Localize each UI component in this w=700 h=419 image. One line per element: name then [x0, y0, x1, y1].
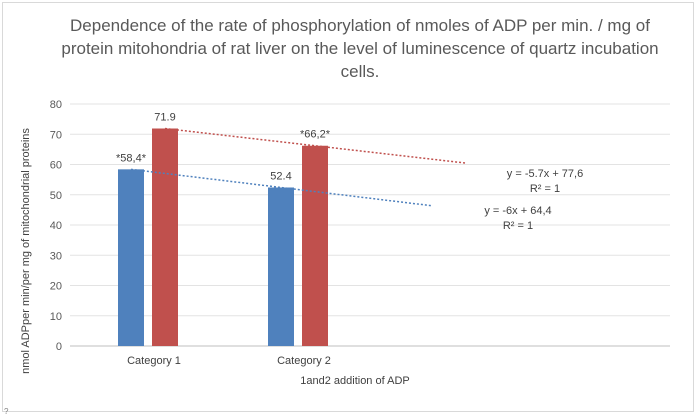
y-tick-label: 70 [50, 129, 62, 141]
bar [152, 128, 178, 346]
y-tick-label: 10 [50, 311, 62, 323]
y-tick-label: 80 [50, 99, 62, 111]
bar [268, 187, 294, 346]
x-tick-label: Category 1 [127, 355, 181, 367]
trendline-equation: y = -5.7x + 77,6 [507, 168, 583, 180]
trendline-r2: R² = 1 [530, 183, 560, 195]
data-label: 52.4 [270, 170, 291, 182]
y-tick-label: 20 [50, 281, 62, 293]
trendline-r2: R² = 1 [503, 220, 533, 232]
y-tick-label: 50 [50, 190, 62, 202]
y-tick-label: 0 [56, 341, 62, 353]
trendline-equation: y = -6x + 64,4 [484, 205, 551, 217]
y-tick-label: 30 [50, 250, 62, 262]
stray-mark: ? [4, 407, 9, 416]
y-tick-label: 40 [50, 220, 62, 232]
chart-title: Dependence of the rate of phosphorylatio… [61, 16, 659, 81]
data-label: 71.9 [154, 112, 175, 124]
data-label: *58,4* [116, 152, 147, 164]
bar [118, 169, 144, 346]
x-tick-label: Category 2 [277, 355, 331, 367]
x-axis-title: 1and2 addition of ADP [300, 375, 410, 387]
bar [302, 145, 328, 346]
y-axis-title: nmol ADPper min/per mg of mitochondrial … [20, 128, 32, 374]
data-label: *66,2* [300, 129, 331, 141]
y-tick-label: 60 [50, 160, 62, 172]
chart-frame [2, 2, 694, 412]
